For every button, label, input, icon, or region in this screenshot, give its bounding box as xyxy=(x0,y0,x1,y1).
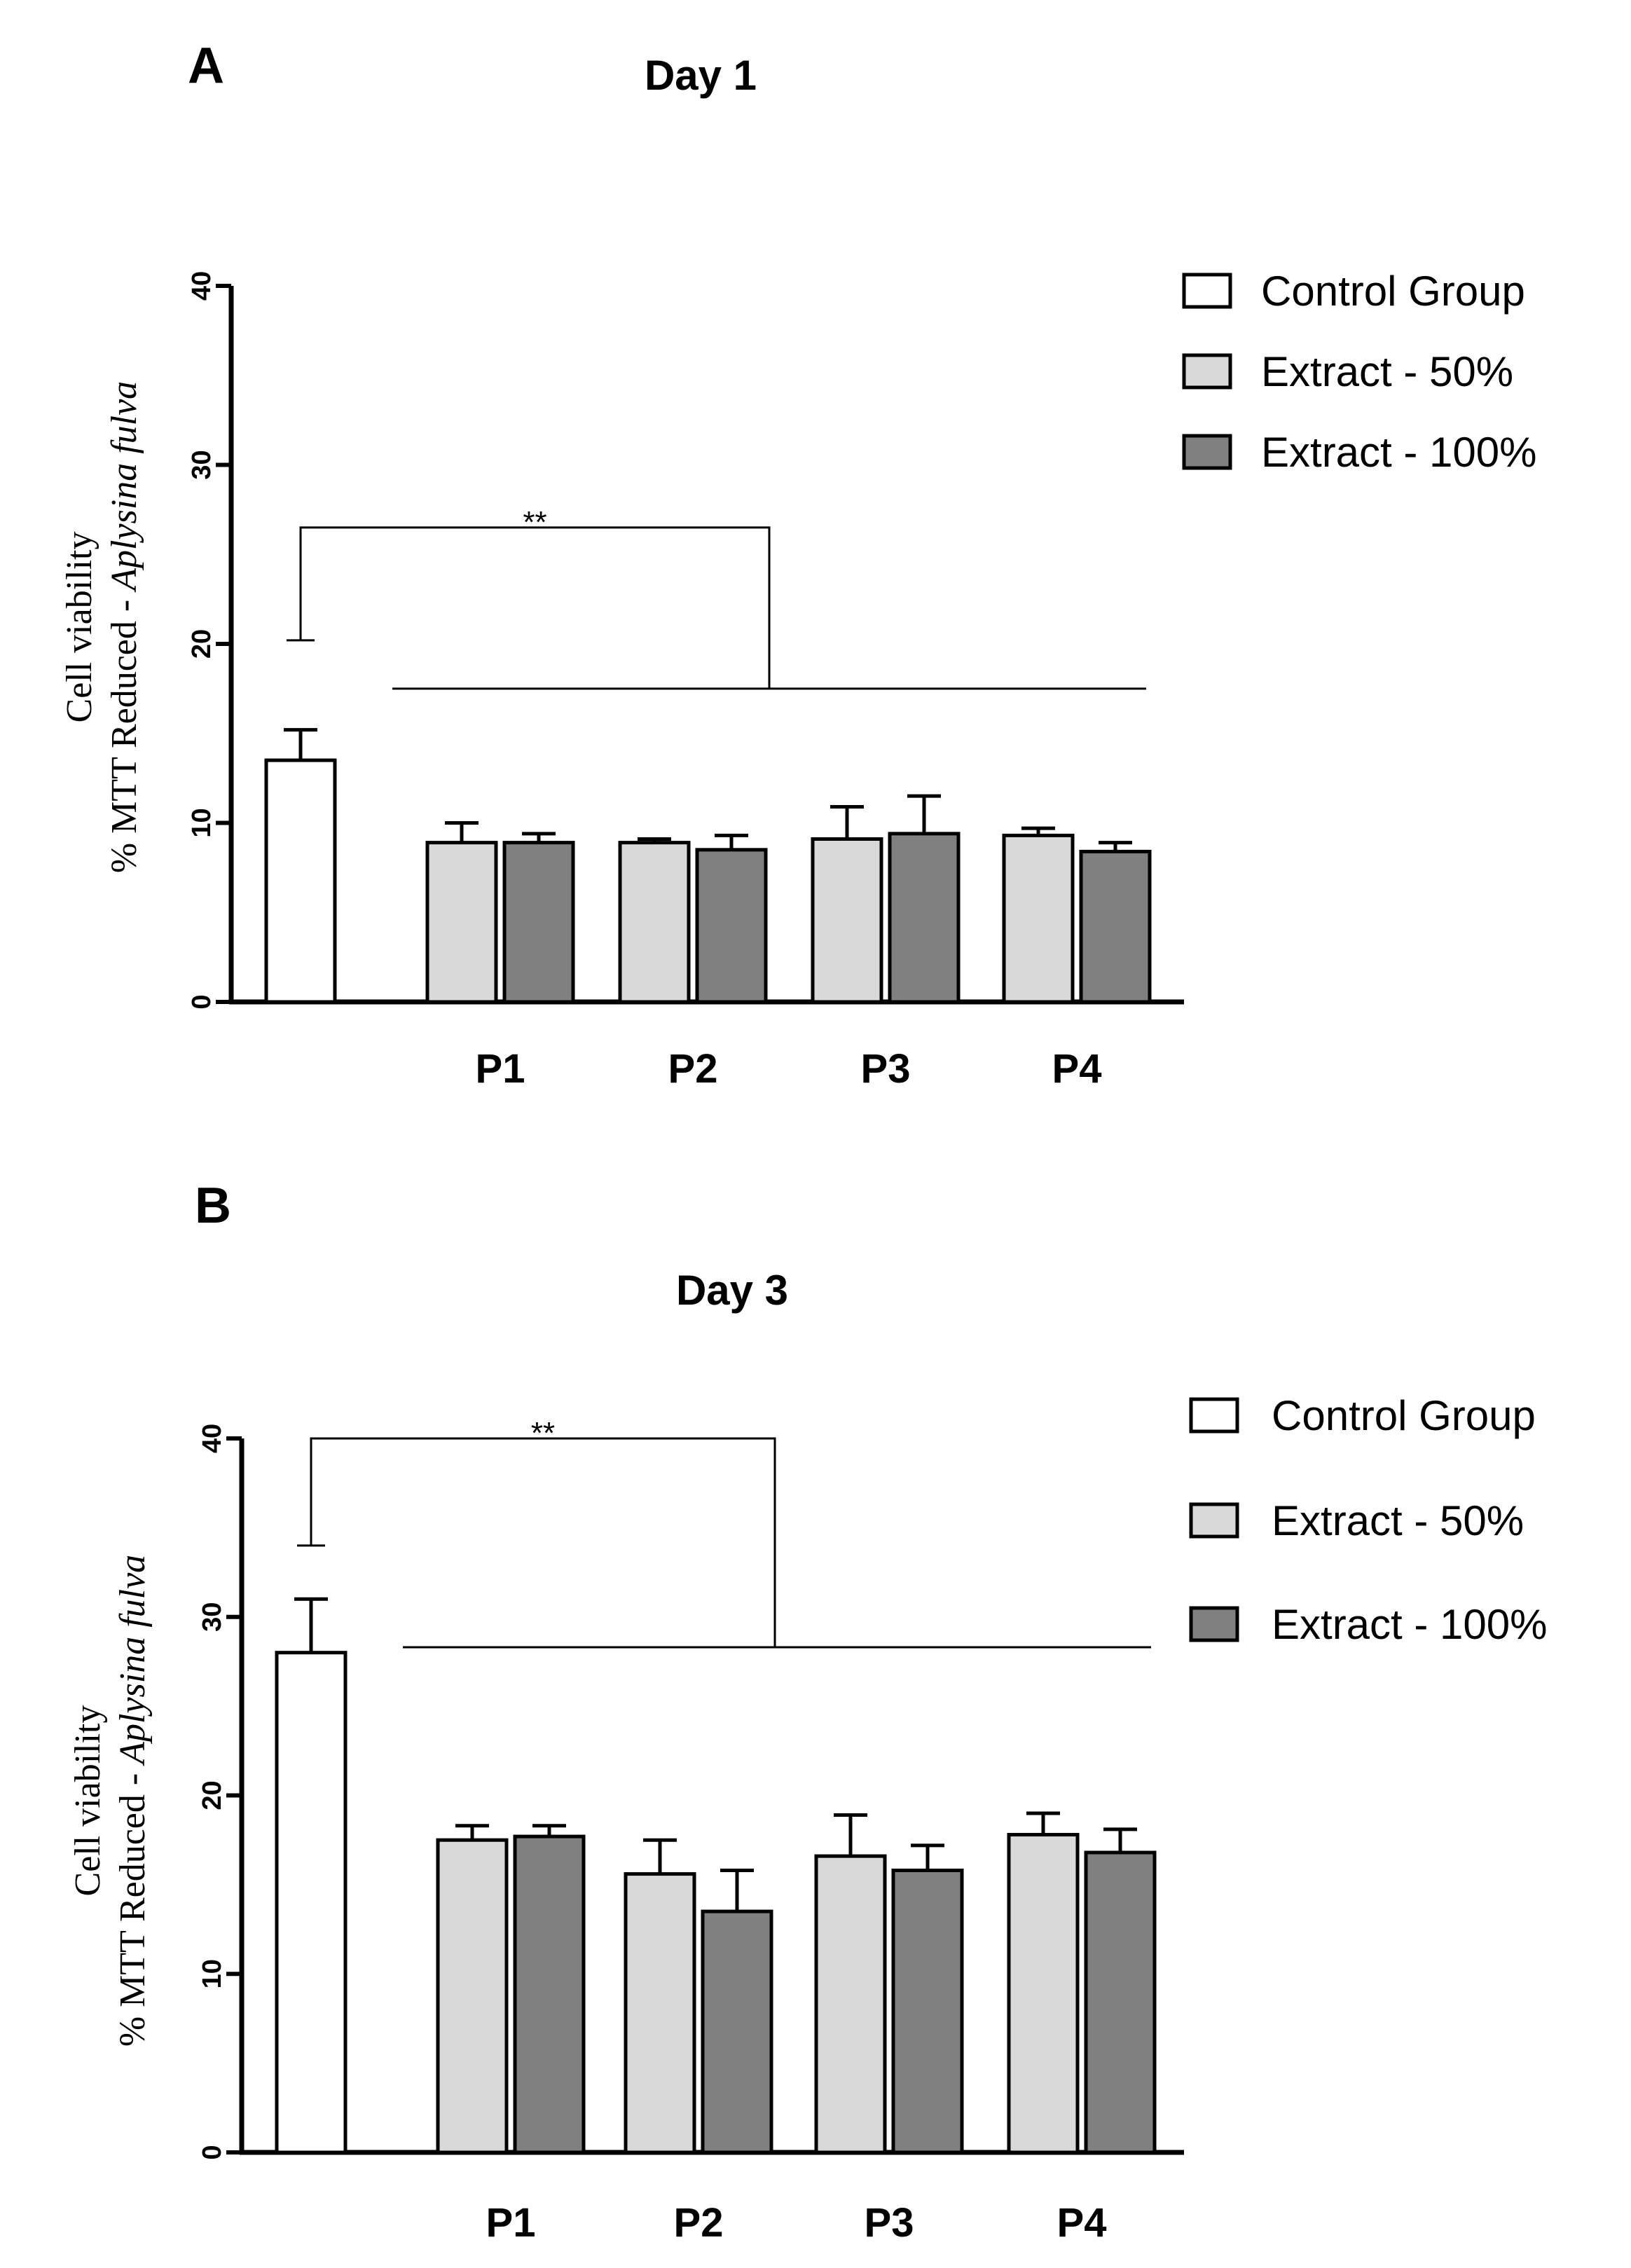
bar-p3-extract-100 xyxy=(891,1868,964,2154)
significance-bracket xyxy=(310,1437,776,1648)
bar-control-group xyxy=(264,758,337,1004)
y-axis-label-line2: % MTT Reduced - Aplysina fulva xyxy=(113,1555,153,2047)
legend-label: Control Group xyxy=(1261,268,1525,315)
chart-title: Day 1 xyxy=(645,52,757,99)
significance-label: ** xyxy=(523,505,546,539)
bar-p3-extract-50 xyxy=(811,837,883,1004)
x-category-label: P1 xyxy=(486,2200,536,2246)
x-category-label: P4 xyxy=(1052,1046,1102,1092)
bar-p2-extract-100 xyxy=(701,1909,773,2154)
y-tick-label: 40 xyxy=(198,1424,227,1453)
significance-label: ** xyxy=(531,1416,555,1450)
bar-p2-extract-50 xyxy=(618,841,691,1004)
y-tick-label: 30 xyxy=(198,1602,227,1632)
panel-letter: A xyxy=(188,38,224,94)
bar-p4-extract-50 xyxy=(1007,1833,1080,2154)
chart-marks: 0 10 20 30 40 P1 P2 P3 P4 ** xyxy=(187,271,1184,1092)
legend-label: Extract - 50% xyxy=(1261,348,1513,395)
bar-p1-extract-50 xyxy=(436,1838,509,2154)
y-tick-label: 20 xyxy=(187,629,216,659)
y-tick-label: 30 xyxy=(187,450,216,479)
legend-swatch xyxy=(1182,273,1232,309)
panel-letter: B xyxy=(195,1178,231,1234)
legend-swatch xyxy=(1189,1397,1239,1434)
y-axis-label-line2: % MTT Reduced - Aplysina fulva xyxy=(104,381,144,873)
significance-bracket xyxy=(299,526,771,689)
bar-control-group xyxy=(275,1651,347,2154)
x-category-label: P4 xyxy=(1057,2200,1107,2246)
legend-label: Control Group xyxy=(1272,1392,1536,1439)
legend: Control Group Extract - 50% Extract - 100% xyxy=(1182,268,1537,476)
bar-p2-extract-100 xyxy=(695,848,768,1004)
y-axis-label-line1: Cell viability xyxy=(60,532,99,723)
bar-p3-extract-50 xyxy=(814,1854,887,2154)
chart-marks: 0 10 20 30 40 P1 P2 P3 P4 ** xyxy=(198,1416,1184,2246)
bar-p3-extract-100 xyxy=(888,832,961,1004)
y-tick-label: 10 xyxy=(198,1959,227,1988)
x-category-label: P1 xyxy=(476,1046,525,1092)
x-category-label: P2 xyxy=(668,1046,718,1092)
bar-p4-extract-100 xyxy=(1079,849,1152,1004)
y-tick-label: 40 xyxy=(187,271,216,301)
y-tick-label: 0 xyxy=(198,2145,227,2159)
bar-p2-extract-50 xyxy=(624,1872,696,2154)
legend-swatch xyxy=(1182,434,1232,470)
x-category-label: P2 xyxy=(674,2200,724,2246)
panel-b: B Day 3 Cell viability % MTT Reduced - A… xyxy=(68,1178,1548,2246)
y-tick-label: 10 xyxy=(187,808,216,837)
legend-swatch xyxy=(1189,1606,1239,1642)
y-axis-label-line1: Cell viability xyxy=(68,1705,108,1897)
legend-label: Extract - 100% xyxy=(1272,1601,1548,1648)
legend-label: Extract - 50% xyxy=(1272,1497,1524,1544)
y-axis-label: Cell viability % MTT Reduced - Aplysina … xyxy=(60,381,144,873)
y-axis-label: Cell viability % MTT Reduced - Aplysina … xyxy=(68,1555,153,2047)
y-tick-label: 0 xyxy=(187,994,216,1009)
chart-title: Day 3 xyxy=(676,1267,788,1314)
bar-p1-extract-50 xyxy=(425,841,498,1004)
bar-p4-extract-100 xyxy=(1084,1850,1157,2154)
legend: Control Group Extract - 50% Extract - 100% xyxy=(1189,1392,1548,1648)
legend-label: Extract - 100% xyxy=(1261,429,1537,476)
legend-swatch xyxy=(1182,353,1232,390)
bar-p1-extract-100 xyxy=(502,841,575,1004)
panel-a: A Day 1 Cell viability % MTT Reduced - A… xyxy=(60,38,1537,1092)
x-category-label: P3 xyxy=(861,1046,911,1092)
x-category-label: P3 xyxy=(865,2200,914,2246)
bar-p4-extract-50 xyxy=(1002,833,1075,1004)
bar-p1-extract-100 xyxy=(513,1834,586,2154)
legend-swatch xyxy=(1189,1502,1239,1539)
y-tick-label: 20 xyxy=(198,1780,227,1810)
